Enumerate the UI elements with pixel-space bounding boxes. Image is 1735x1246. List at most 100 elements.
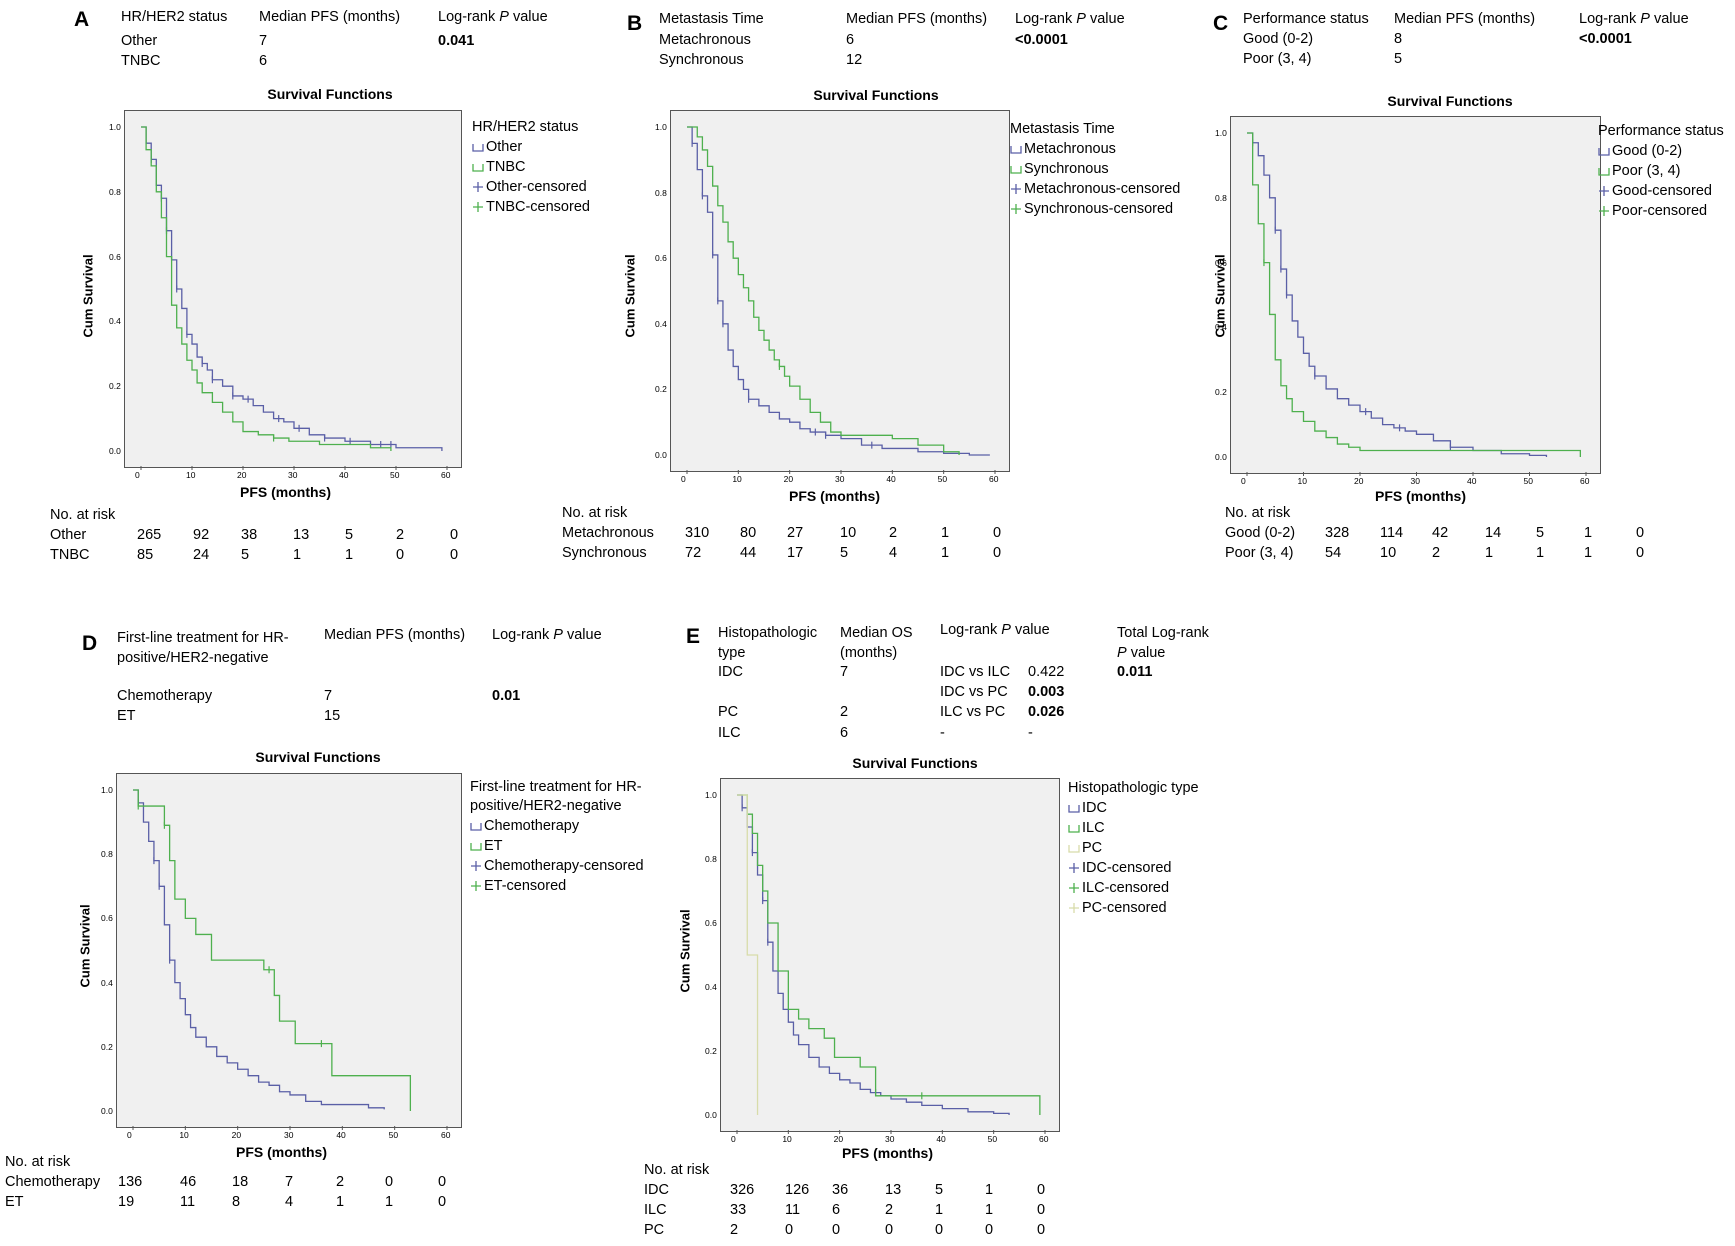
legend-label: Metachronous-censored (1024, 181, 1181, 197)
y-tick-label: 0.4 (655, 318, 667, 329)
risk-cell: 8 (232, 1194, 241, 1210)
step-line-icon (1598, 168, 1610, 176)
stats-header: Histopathologic type (718, 625, 818, 661)
stats-cell: 8 (1394, 31, 1403, 47)
stats-cell: 7 (840, 664, 849, 680)
panel-label: C (1213, 12, 1229, 35)
survival-curve-good-0-2- (1247, 132, 1548, 457)
stats-cell: - (940, 725, 945, 741)
legend-title: Performance status (1598, 123, 1724, 139)
x-tick-label: 60 (441, 470, 451, 480)
x-axis-label: PFS (months) (842, 1145, 933, 1161)
y-axis-label: Cum Survival (677, 909, 693, 993)
stats-cell: 2 (840, 704, 849, 720)
risk-row-label: PC (644, 1222, 665, 1238)
legend-label: Good (0-2) (1612, 143, 1683, 159)
x-tick-label: 20 (237, 470, 247, 480)
legend-label: ET-censored (484, 878, 567, 894)
stats-cell: PC (718, 704, 739, 720)
y-tick-label: 0.0 (705, 1110, 717, 1120)
legend-item: Other (472, 137, 590, 157)
y-tick-label: 0.0 (655, 450, 667, 460)
risk-cell: 0 (450, 547, 459, 563)
stats-cell: 6 (840, 725, 849, 741)
legend-title: Histopathologic type (1068, 780, 1199, 796)
legend: Performance status Good (0-2) Poor (3, 4) G… (1598, 122, 1724, 221)
risk-cell: 1 (935, 1202, 944, 1218)
legend-item: ET-censored (470, 876, 645, 896)
stats-header: Median PFS (months) (1394, 11, 1536, 27)
legend-item: ILC-censored (1068, 878, 1199, 898)
censor-symbol-icon (1011, 204, 1021, 214)
stats-cell: Chemotherapy (117, 688, 213, 704)
censor-symbol-icon (1069, 883, 1079, 893)
risk-row-label: Chemotherapy (5, 1174, 101, 1190)
stats-cell-pvalue: <0.0001 (1015, 32, 1068, 48)
chart-title: Survival Functions (852, 755, 978, 771)
legend-label: Good-censored (1612, 183, 1712, 199)
stats-cell: 6 (846, 32, 855, 48)
risk-table: No. at risk Metachronous 310 80 27 10 2 1 0 Synch… (562, 503, 1022, 563)
x-tick-label: 10 (179, 1130, 189, 1140)
stats-cell: - (1028, 725, 1033, 741)
x-tick-label: 20 (833, 1134, 844, 1144)
y-tick-label: 0.0 (101, 1106, 113, 1116)
risk-cell: 4 (285, 1194, 294, 1210)
legend-item: Poor (3, 4) (1598, 161, 1724, 181)
km-plot (140, 126, 448, 470)
risk-table-row: TNBC 85 24 5 1 1 0 0 (50, 545, 470, 565)
stats-cell: TNBC (121, 53, 161, 69)
legend-item: TNBC-censored (472, 197, 590, 217)
legend-label: Other-censored (486, 179, 587, 195)
risk-cell: 0 (1636, 525, 1645, 541)
km-plot (132, 789, 448, 1130)
risk-cell: 136 (118, 1174, 143, 1190)
legend-label: TNBC-censored (486, 199, 590, 215)
risk-table-row: Poor (3, 4) 54 10 2 1 1 1 0 (1225, 543, 1655, 563)
x-tick-label: 30 (885, 1134, 895, 1144)
risk-cell: 0 (935, 1222, 944, 1238)
y-axis-label: Cum Survival (80, 254, 96, 338)
y-tick-label: 0.4 (109, 316, 121, 327)
risk-cell: 44 (740, 545, 757, 561)
y-tick-label: 0.0 (1215, 452, 1227, 462)
legend-item: Poor-censored (1598, 201, 1724, 221)
x-tick-label: 30 (288, 470, 298, 480)
stats-cell-pvalue: 0.011 (1117, 664, 1153, 680)
legend-item: Synchronous (1010, 159, 1180, 179)
y-tick-label: 0.2 (1215, 387, 1227, 398)
stats-cell: ET (117, 708, 136, 724)
chart-title: Survival Functions (255, 749, 381, 765)
legend-item: Chemotherapy-censored (470, 856, 645, 876)
risk-cell: 80 (740, 525, 757, 541)
y-tick-label: 0.8 (1215, 192, 1227, 203)
y-tick-label: 0.6 (101, 913, 113, 924)
risk-table-row: Chemotherapy 136 46 18 7 2 0 0 (5, 1172, 475, 1192)
stats-cell: ILC (718, 725, 741, 741)
censor-symbol-icon (1599, 206, 1609, 216)
risk-cell: 0 (993, 525, 1002, 541)
risk-table-title: No. at risk (562, 505, 628, 521)
risk-cell: 1 (941, 545, 950, 561)
x-tick-label: 40 (336, 1130, 346, 1140)
y-tick-label: 0.6 (109, 251, 121, 262)
y-tick-label: 0.6 (655, 253, 667, 264)
stats-header-total: Total Log-rank P value (1117, 625, 1209, 661)
stats-header-pvalue: Log-rank P value (1015, 11, 1125, 27)
x-tick-label: 0 (681, 474, 686, 484)
y-tick-label: 1.0 (705, 790, 717, 800)
y-tick-label: 0.6 (1215, 257, 1227, 268)
x-tick-label: 50 (390, 470, 400, 480)
x-tick-label: 0 (1241, 476, 1246, 486)
y-tick-label: 1.0 (101, 785, 113, 795)
stats-cell-pvalue: <0.0001 (1579, 31, 1632, 47)
plot-area: 0 10 20 30 40 50 60 0.0 0.2 0.4 0.6 0.8 1.0 (1215, 116, 1601, 485)
risk-cell: 5 (1536, 525, 1545, 541)
censor-symbol-icon (473, 202, 483, 212)
risk-cell: 1 (1536, 545, 1545, 561)
legend-label: Poor-censored (1612, 203, 1708, 219)
x-tick-label: 60 (989, 474, 999, 484)
stats-header: HR/HER2 status (121, 9, 228, 25)
y-tick-label: 0.4 (1215, 322, 1227, 333)
censor-symbol-icon (1011, 184, 1021, 194)
